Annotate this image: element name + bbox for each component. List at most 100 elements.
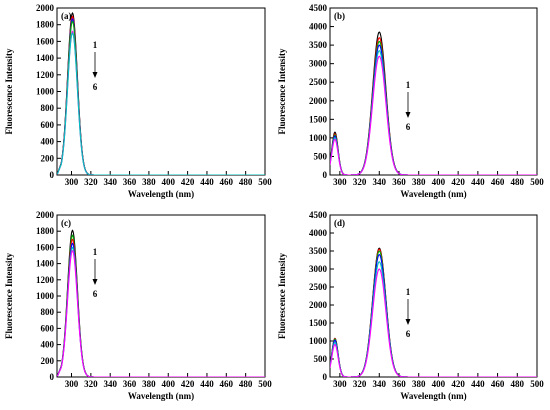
y-tick-label: 4000 (309, 22, 328, 32)
y-tick-label: 0 (323, 372, 328, 382)
x-tick-label: 360 (123, 379, 137, 389)
plot-frame (329, 214, 538, 378)
x-tick-label: 440 (200, 177, 214, 187)
annotation-arrow-head (405, 112, 411, 118)
x-tick-label: 440 (471, 177, 485, 187)
y-axis-label: Fluorescence Intensity (277, 48, 287, 135)
series-group (330, 247, 537, 377)
x-tick-label: 480 (511, 177, 525, 187)
annotation-arrow-head (92, 72, 98, 78)
x-tick-label: 300 (333, 379, 347, 389)
x-tick-label: 460 (491, 379, 505, 389)
series-line-1 (330, 31, 537, 175)
series-line-2 (330, 36, 537, 175)
x-axis-label: Wavelength (nm) (128, 189, 194, 199)
series-line-2 (57, 15, 265, 175)
y-tick-label: 1200 (36, 275, 55, 285)
plot-frame (56, 214, 266, 378)
annotation-end-label: 6 (406, 122, 411, 132)
x-tick-label: 380 (412, 177, 426, 187)
series-line-4 (330, 253, 537, 377)
x-tick-label: 440 (471, 379, 485, 389)
series-line-5 (330, 50, 537, 175)
x-tick-label: 360 (123, 177, 137, 187)
x-tick-label: 460 (220, 177, 234, 187)
x-tick-label: 420 (181, 177, 195, 187)
y-axis-label: Fluorescence Intensity (4, 252, 14, 339)
y-tick-label: 400 (41, 137, 55, 147)
chart-panel-2: 0200400600800100012001400160018002000300… (4, 210, 272, 401)
y-tick-label: 1200 (36, 70, 55, 80)
x-tick-label: 340 (373, 379, 387, 389)
y-tick-label: 1000 (309, 336, 328, 346)
y-tick-label: 1600 (36, 242, 55, 252)
annotation-start-label: 1 (93, 247, 98, 257)
series-line-3 (57, 17, 265, 175)
y-tick-label: 2000 (309, 96, 328, 106)
series-line-6 (57, 32, 265, 175)
annotation-arrow-head (92, 279, 98, 285)
x-tick-label: 480 (239, 379, 253, 389)
y-tick-label: 200 (41, 153, 55, 163)
y-axis-label: Fluorescence Intensity (277, 252, 287, 339)
series-line-2 (330, 248, 537, 377)
panel-label: (b) (334, 11, 345, 21)
x-axis-label: Wavelength (nm) (128, 391, 194, 401)
series-line-6 (330, 55, 537, 175)
y-tick-label: 4500 (309, 3, 328, 13)
series-line-6 (57, 249, 265, 377)
x-tick-label: 460 (491, 177, 505, 187)
plot-frame (329, 7, 538, 176)
y-tick-label: 3500 (309, 40, 328, 50)
y-tick-label: 3000 (309, 59, 328, 69)
annotation-end-label: 6 (93, 82, 98, 92)
annotation-arrow-head (405, 319, 411, 325)
y-tick-label: 1000 (36, 87, 55, 97)
series-line-4 (57, 242, 265, 377)
x-tick-label: 500 (530, 177, 544, 187)
panel-label: (d) (334, 218, 345, 228)
y-tick-label: 600 (41, 323, 55, 333)
y-tick-label: 800 (41, 307, 55, 317)
x-tick-label: 500 (258, 379, 272, 389)
annotation-end-label: 6 (93, 289, 98, 299)
y-tick-label: 2000 (309, 300, 328, 310)
x-tick-label: 340 (103, 177, 117, 187)
annotation-start-label: 1 (93, 40, 98, 50)
series-line-5 (57, 246, 265, 377)
x-tick-label: 380 (412, 379, 426, 389)
chart-panel-0: 0200400600800100012001400160018002000300… (4, 3, 272, 199)
y-tick-label: 1400 (36, 53, 55, 63)
y-tick-label: 1800 (36, 20, 55, 30)
series-line-1 (330, 247, 537, 377)
x-tick-label: 400 (162, 177, 176, 187)
y-tick-label: 800 (41, 103, 55, 113)
panel-label: (c) (61, 218, 71, 228)
series-line-1 (57, 229, 265, 377)
x-tick-label: 380 (142, 177, 156, 187)
series-group (57, 11, 265, 175)
x-tick-label: 360 (392, 379, 406, 389)
series-line-3 (57, 238, 265, 377)
y-tick-label: 1800 (36, 226, 55, 236)
x-axis-label: Wavelength (nm) (400, 391, 466, 401)
series-line-4 (330, 44, 537, 175)
annotation-start-label: 1 (406, 287, 411, 297)
series-line-3 (330, 250, 537, 377)
series-group (330, 31, 537, 175)
y-tick-label: 1500 (309, 114, 328, 124)
x-tick-label: 300 (333, 177, 347, 187)
y-tick-label: 2500 (309, 282, 328, 292)
y-tick-label: 1500 (309, 318, 328, 328)
y-tick-label: 0 (50, 170, 55, 180)
x-tick-label: 380 (142, 379, 156, 389)
annotation-start-label: 1 (406, 80, 411, 90)
y-tick-label: 2000 (36, 3, 55, 13)
y-tick-label: 4500 (309, 210, 328, 220)
x-tick-label: 300 (65, 379, 79, 389)
y-axis-label: Fluorescence Intensity (4, 48, 14, 135)
y-tick-label: 400 (41, 340, 55, 350)
series-line-5 (57, 30, 265, 175)
x-tick-label: 440 (200, 379, 214, 389)
y-tick-label: 4000 (309, 228, 328, 238)
